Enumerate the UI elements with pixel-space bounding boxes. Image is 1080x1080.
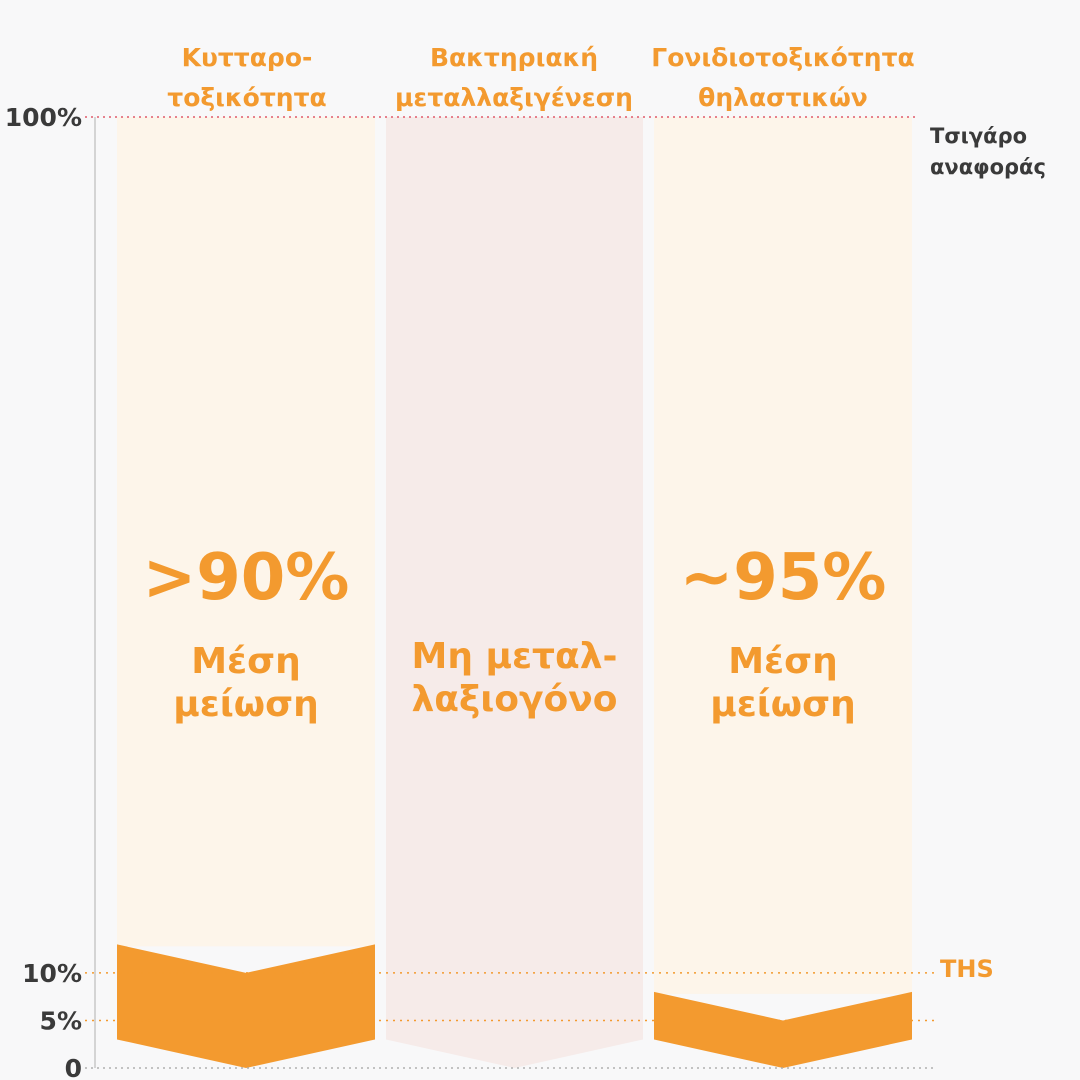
ths-label: THS (940, 955, 994, 983)
bar-description: μείωση (710, 684, 856, 725)
bar-description: Μη μεταλ- (412, 636, 618, 677)
y-tick-label: 5% (40, 1006, 82, 1035)
y-tick-label: 10% (22, 959, 82, 988)
bar-description: μείωση (173, 684, 319, 725)
column-header-1: τοξικότητα (167, 83, 326, 112)
y-tick-label: 0 (65, 1054, 82, 1080)
bar-description: Μέση (191, 641, 301, 682)
result-bar-3 (654, 991, 912, 1068)
column-header-2: μεταλλαξιγένεση (395, 83, 633, 112)
reference-label: Τσιγάρο (930, 124, 1027, 148)
result-bar-2 (386, 117, 643, 1068)
column-header-2: Βακτηριακή (430, 43, 598, 72)
column-header-3: Γονιδιοτοξικότητα (651, 43, 914, 72)
reference-label: αναφοράς (930, 155, 1046, 179)
result-bar-1 (117, 944, 375, 1068)
y-tick-label: 100% (5, 103, 82, 132)
column-background-3 (654, 117, 912, 994)
bar-description: λαξιογόνο (411, 679, 617, 720)
bar-reduction-value: >90% (143, 541, 350, 615)
bar-reduction-value: ~95% (680, 541, 887, 615)
column-header-1: Κυτταρο- (182, 43, 313, 72)
column-background-1 (117, 117, 375, 947)
column-header-3: θηλαστικών (698, 83, 868, 112)
bar-description: Μέση (728, 641, 838, 682)
